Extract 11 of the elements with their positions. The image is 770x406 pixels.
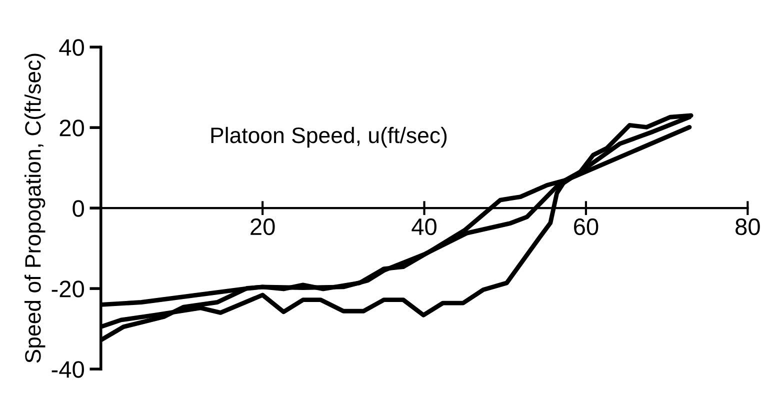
y-tick-label: 20 <box>60 120 84 136</box>
x-tick-label: 20 <box>250 218 275 236</box>
y-tick-label: 0 <box>72 200 84 217</box>
x-tick-label: 60 <box>574 218 598 236</box>
y-tick-label: -40 <box>52 361 84 378</box>
x-tick-label: 80 <box>736 218 760 236</box>
y-tick-label: -20 <box>52 280 84 298</box>
x-tick-label: 40 <box>412 218 436 236</box>
x-axis-title: Platoon Speed, u(ft/sec) <box>211 126 447 148</box>
y-axis-title: Speed of Propogation, C(ft/sec) <box>24 54 46 363</box>
y-tick-label: 40 <box>59 39 84 56</box>
